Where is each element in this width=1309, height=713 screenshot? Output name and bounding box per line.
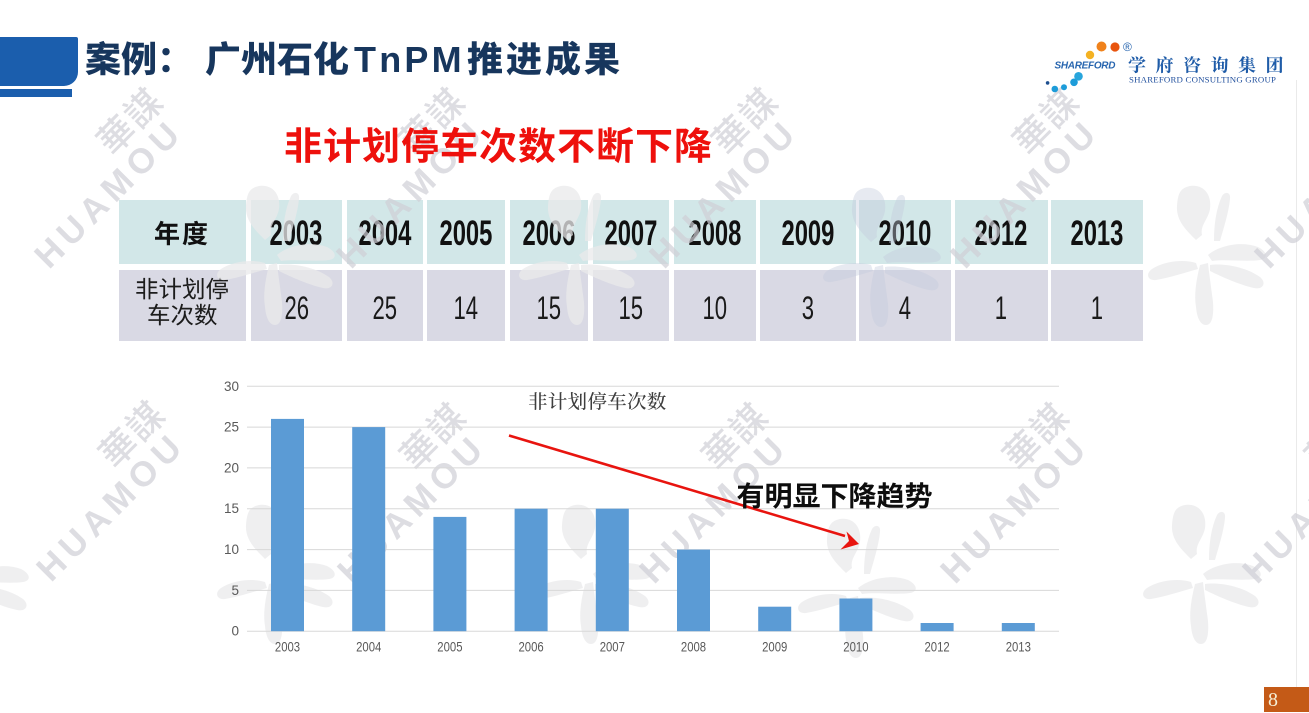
svg-text:20: 20: [224, 460, 239, 475]
svg-text:25: 25: [224, 420, 239, 435]
svg-text:2006: 2006: [518, 640, 543, 655]
svg-text:2003: 2003: [275, 640, 300, 655]
svg-text:2007: 2007: [600, 640, 625, 655]
svg-text:2013: 2013: [1006, 640, 1031, 655]
svg-text:2009: 2009: [762, 640, 787, 655]
svg-text:5: 5: [231, 583, 239, 598]
svg-text:2004: 2004: [356, 640, 381, 655]
svg-text:SHAREFORD: SHAREFORD: [1055, 61, 1116, 72]
svg-text:2010: 2010: [843, 640, 868, 655]
svg-text:30: 30: [224, 379, 239, 394]
svg-text:0: 0: [231, 624, 239, 639]
svg-text:2012: 2012: [924, 640, 949, 655]
svg-text:2008: 2008: [681, 640, 706, 655]
svg-text:15: 15: [224, 501, 239, 516]
svg-text:®: ®: [1123, 40, 1132, 54]
svg-text:TnPM: TnPM: [354, 39, 465, 80]
svg-text:SHAREFORD CONSULTING GROUP: SHAREFORD CONSULTING GROUP: [1129, 75, 1276, 85]
svg-text:2005: 2005: [437, 640, 462, 655]
svg-text:10: 10: [224, 542, 239, 557]
